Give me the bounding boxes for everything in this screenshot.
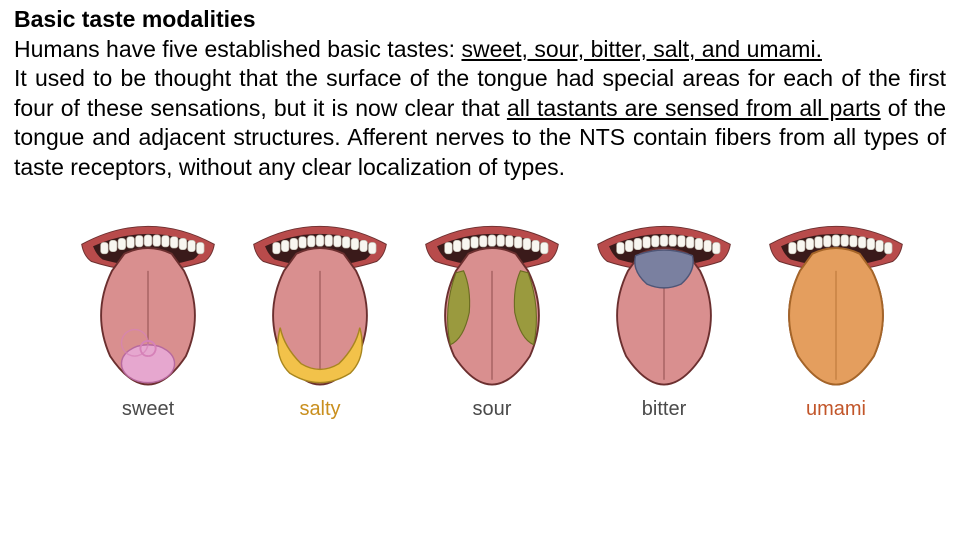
p1-text-a: Humans have five established basic taste… xyxy=(14,36,461,62)
tongue-card-salty: salty xyxy=(240,214,400,421)
tongue-illustration-salty xyxy=(240,214,400,394)
tongue-illustration-bitter xyxy=(584,214,744,394)
section-title: Basic taste modalities xyxy=(14,6,946,33)
tongue-label-sour: sour xyxy=(473,398,512,421)
tongue-label-bitter: bitter xyxy=(642,398,686,421)
page-container: Basic taste modalities Humans have five … xyxy=(0,0,960,540)
tongue-illustration-umami xyxy=(756,214,916,394)
tongue-label-salty: salty xyxy=(299,398,340,421)
paragraph-1: Humans have five established basic taste… xyxy=(14,35,946,64)
p2-underline: all tastants are sensed from all parts xyxy=(507,95,881,121)
paragraph-2: It used to be thought that the surface o… xyxy=(14,64,946,182)
tongue-diagram-row: sweet salty xyxy=(68,214,916,421)
tongue-card-bitter: bitter xyxy=(584,214,744,421)
tongue-illustration-sweet xyxy=(68,214,228,394)
tongue-card-sour: sour xyxy=(412,214,572,421)
tongue-label-umami: umami xyxy=(806,398,866,421)
p1-underline: sweet, sour, bitter, salt, and umami. xyxy=(461,36,822,62)
tongue-label-sweet: sweet xyxy=(122,398,174,421)
tongue-illustration-sour xyxy=(412,214,572,394)
tongue-card-sweet: sweet xyxy=(68,214,228,421)
tongue-card-umami: umami xyxy=(756,214,916,421)
